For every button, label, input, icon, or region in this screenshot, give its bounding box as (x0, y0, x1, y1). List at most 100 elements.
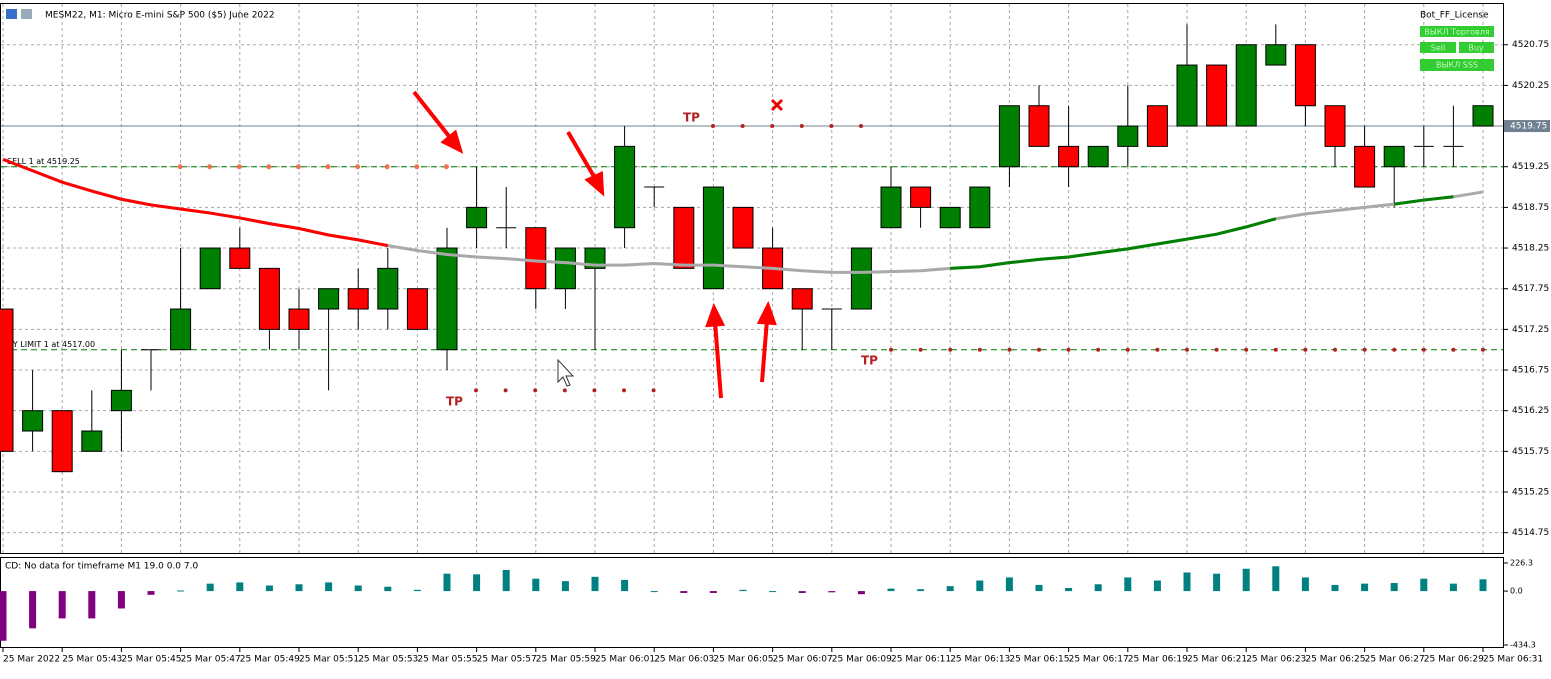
candle-body (969, 186, 991, 229)
chart-title: MESM22, M1: Micro E-mini S&P 500 ($5) Ju… (45, 11, 275, 21)
y-tick-label: 4517.75 (1512, 284, 1549, 294)
bar (1213, 573, 1221, 592)
candle-body (170, 308, 192, 351)
bar (1361, 583, 1369, 592)
candle-body (939, 206, 961, 229)
x-tick-label: 25 Mar 05:47 (181, 655, 241, 665)
moving-average (950, 195, 1454, 270)
candle-body (51, 410, 73, 473)
bar (1390, 583, 1398, 592)
tp-dot (1244, 347, 1249, 352)
entry-dot (384, 164, 390, 170)
y-tick-label: 4520.75 (1512, 40, 1549, 50)
candle-body (258, 267, 280, 330)
y-tick-label: 4518.75 (1512, 203, 1549, 213)
candle-body (1324, 105, 1346, 147)
y-tick-label: 4515.25 (1512, 488, 1549, 498)
tp-dot (889, 347, 893, 352)
tp-dot (474, 388, 478, 393)
x-tick-label: 25 Mar 05:55 (417, 655, 477, 665)
bar (709, 591, 717, 593)
x-tick-label: 25 Mar 05:43 (62, 655, 122, 665)
y-tick-label: 4519.25 (1512, 162, 1549, 172)
y-tick-label: 4516.75 (1512, 366, 1549, 376)
candle-body (466, 206, 488, 229)
arrow (713, 321, 723, 399)
candle-body (81, 430, 103, 452)
candle-body (1265, 44, 1287, 66)
entry-dot (325, 164, 331, 170)
x-tick-label: 25 Mar 05:57 (477, 655, 537, 665)
bar (1124, 577, 1132, 592)
x-tick-label: 25 Mar 2022 (3, 655, 60, 665)
tp-dot (503, 388, 508, 393)
x-tick-label: 25 Mar 05:53 (358, 655, 418, 665)
bar (650, 591, 658, 593)
x-tick-label: 25 Mar 06:29 (1424, 655, 1484, 665)
button[interactable] (1420, 59, 1494, 71)
tp-dot (1333, 347, 1337, 352)
bar (976, 580, 984, 592)
bar (680, 591, 688, 593)
x-tick-label: 25 Mar 06:05 (713, 655, 773, 665)
tp-dot (1392, 347, 1397, 352)
x-tick-label: 25 Mar 05:49 (240, 655, 300, 665)
candle-body (1472, 105, 1494, 127)
y-tick-label: 4514.75 (1512, 528, 1549, 538)
candle-body (1117, 125, 1139, 147)
bar (236, 582, 244, 592)
candle-body (791, 288, 813, 310)
button[interactable] (1420, 26, 1494, 37)
arrow-head (705, 302, 726, 328)
tp-dot (948, 347, 953, 352)
bar (117, 591, 125, 609)
candle-body (347, 288, 369, 310)
tp-dot (562, 388, 567, 393)
candle-body (0, 308, 14, 452)
y-tick-label: 4515.75 (1512, 447, 1549, 457)
cursor (557, 358, 575, 387)
x-tick-label: 25 Mar 06:13 (950, 655, 1010, 665)
y-tick-label: -434.3 (1510, 641, 1536, 650)
candle-body (377, 267, 399, 310)
button-label[interactable]: ВЫКЛ Торговля (1424, 28, 1490, 37)
bar (1094, 584, 1102, 592)
candle-body (525, 227, 547, 290)
x-tick-label: 25 Mar 06:31 (1483, 655, 1543, 665)
tp-dot (622, 388, 626, 393)
bar (946, 586, 954, 592)
tp-dot (651, 388, 656, 393)
bar (29, 591, 37, 629)
bar (621, 579, 629, 592)
candle-body (673, 206, 695, 269)
button-label[interactable]: ВЫКЛ SSS (1436, 61, 1478, 70)
candle-body (702, 186, 724, 290)
x-tick-label: 25 Mar 06:03 (654, 655, 714, 665)
tp-dot (1037, 347, 1041, 352)
candle-body (910, 186, 932, 208)
entry-dot (207, 164, 213, 170)
button-label[interactable]: Sell (1431, 44, 1445, 53)
tp-dot (1185, 347, 1189, 352)
tp-dot (740, 124, 745, 129)
candle-body (880, 186, 902, 229)
x-tick-label: 25 Mar 06:27 (1365, 655, 1425, 665)
button-label[interactable]: Buy (1468, 44, 1484, 53)
tp-label: TP (683, 111, 700, 125)
moving-average (2, 157, 389, 248)
arrow (760, 319, 769, 383)
candle-body (554, 247, 576, 290)
bar (532, 578, 540, 592)
bar (206, 583, 214, 592)
y-tick-label: 4520.25 (1512, 81, 1549, 91)
candle-body (1176, 64, 1198, 127)
tp-dot (1303, 347, 1308, 352)
button[interactable] (1420, 42, 1456, 53)
tp-dot (1155, 347, 1160, 352)
x-tick-label: 25 Mar 05:45 (121, 655, 181, 665)
x-tick-label: 25 Mar 05:51 (299, 655, 359, 665)
button[interactable] (1459, 42, 1494, 53)
bar (857, 591, 865, 595)
arrows (412, 90, 777, 399)
close-mark (770, 98, 784, 112)
